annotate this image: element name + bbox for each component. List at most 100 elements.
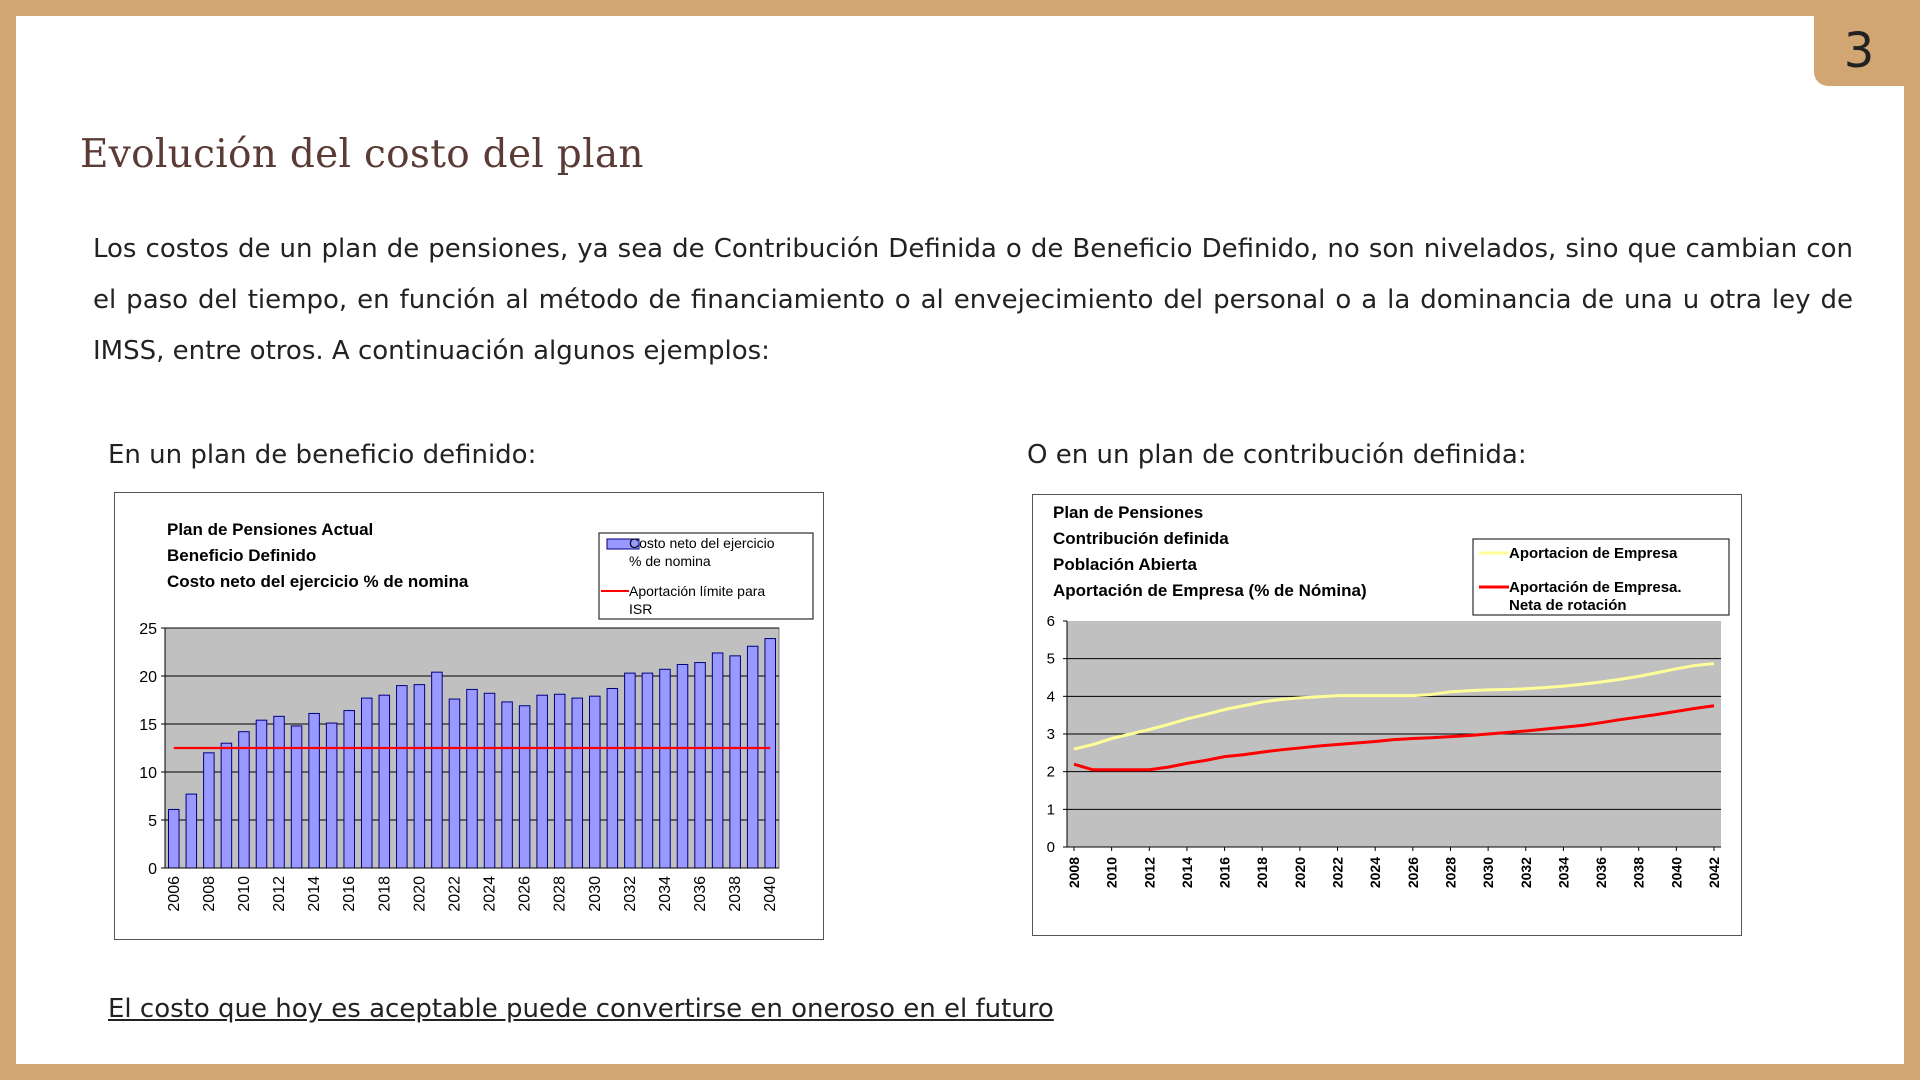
x-tick-label: 2014	[1179, 857, 1195, 888]
x-tick-label: 2022	[1330, 857, 1346, 888]
x-tick-label: 2012	[271, 876, 288, 912]
y-tick-label: 4	[1047, 688, 1055, 705]
defined-contribution-chart: Plan de Pensiones Contribución definida Po…	[1032, 494, 1742, 936]
x-tick-label: 2024	[1367, 857, 1383, 888]
bar	[606, 687, 619, 869]
x-tick-label: 2030	[1480, 857, 1496, 888]
legend-label: ISR	[629, 601, 652, 617]
legend-label: Aportación límite para	[629, 583, 765, 599]
x-tick-label: 2032	[622, 876, 639, 912]
bar	[711, 652, 724, 869]
bar	[168, 808, 180, 869]
legend-label: Aportacion de Empresa	[1509, 545, 1678, 562]
x-tick-label: 2008	[1066, 857, 1082, 888]
bar	[308, 712, 320, 869]
y-tick-label: 6	[1047, 613, 1055, 630]
x-tick-label: 2026	[1405, 857, 1421, 888]
y-tick-label: 1	[1047, 801, 1055, 818]
company-contribution-line	[1073, 662, 1715, 751]
net-rotation-contribution-line	[1073, 704, 1715, 772]
bar	[571, 697, 584, 869]
bar	[378, 694, 391, 869]
legend-label: Aportación de Empresa.	[1509, 579, 1682, 596]
x-tick-label: 2016	[1217, 857, 1233, 888]
bar	[413, 684, 426, 869]
defined-benefit-chart-svg: Plan de Pensiones Actual Beneficio Defini…	[139, 520, 814, 912]
x-tick-label: 2028	[1442, 857, 1458, 888]
y-tick-label: 2	[1047, 764, 1055, 781]
legend-label: % de nomina	[629, 553, 711, 569]
bar	[729, 655, 741, 869]
legend-swatch-bars	[606, 538, 640, 550]
bar	[360, 697, 373, 869]
x-tick-label: 2006	[166, 876, 183, 912]
y-tick-label: 10	[139, 765, 157, 782]
bar	[641, 672, 654, 869]
x-tick-label: 2040	[762, 876, 779, 912]
y-tick-label: 25	[139, 621, 157, 638]
chart-title-line: Contribución definida	[1053, 529, 1229, 548]
page-number: 3	[1814, 16, 1904, 86]
chart-legend-box	[1472, 538, 1730, 616]
x-tick-label: 2012	[1141, 857, 1157, 888]
bar	[483, 692, 496, 869]
bar	[238, 731, 250, 869]
bar	[185, 793, 198, 869]
bar	[431, 671, 443, 869]
chart-title-line: Beneficio Definido	[167, 546, 316, 565]
chart-title-line: Población Abierta	[1053, 555, 1197, 574]
bar	[536, 694, 548, 869]
bar	[589, 695, 601, 869]
bar	[553, 693, 566, 869]
bar	[220, 742, 233, 869]
x-tick-label: 2022	[446, 876, 463, 912]
bar	[764, 638, 776, 869]
y-tick-label: 0	[148, 861, 157, 878]
intro-paragraph: Los costos de un plan de pensiones, ya s…	[93, 234, 1853, 366]
footer-link[interactable]: El costo que hoy es aceptable puede conv…	[108, 994, 1054, 1024]
bar	[448, 698, 461, 869]
x-tick-label: 2010	[1104, 857, 1120, 888]
x-tick-label: 2032	[1518, 857, 1534, 888]
bar	[343, 710, 355, 869]
bar	[518, 705, 531, 869]
x-tick-label: 2036	[692, 876, 709, 912]
x-tick-label: 2036	[1593, 857, 1609, 888]
x-tick-label: 2026	[517, 876, 534, 912]
y-tick-label: 3	[1047, 726, 1055, 743]
bar	[396, 685, 408, 869]
bar	[273, 715, 285, 869]
left-chart-caption: En un plan de beneficio definido:	[108, 440, 537, 470]
x-tick-label: 2014	[306, 876, 323, 912]
chart-title-line: Plan de Pensiones	[1053, 503, 1203, 522]
x-tick-label: 2040	[1668, 857, 1684, 888]
bar	[501, 701, 513, 869]
x-tick-label: 2018	[376, 876, 393, 912]
legend-label: Neta de rotación	[1509, 597, 1627, 614]
x-tick-label: 2016	[341, 876, 358, 912]
x-tick-label: 2034	[657, 876, 674, 912]
chart-title-line: Costo neto del ejercicio % de nomina	[167, 572, 469, 591]
x-tick-label: 2042	[1706, 857, 1722, 888]
defined-benefit-chart: Plan de Pensiones Actual Beneficio Defini…	[114, 492, 824, 940]
page-title: Evolución del costo del plan	[80, 132, 644, 177]
y-tick-label: 15	[139, 717, 157, 734]
y-tick-label: 0	[1047, 839, 1055, 856]
bar	[659, 668, 671, 869]
x-tick-label: 2008	[201, 876, 218, 912]
chart-title-line: Aportación de Empresa (% de Nómina)	[1053, 581, 1367, 600]
x-tick-label: 2018	[1254, 857, 1270, 888]
x-tick-label: 2024	[482, 876, 499, 912]
legend-label: Costo neto del ejercicio	[629, 535, 775, 551]
x-tick-label: 2030	[587, 876, 604, 912]
x-tick-label: 2010	[236, 876, 253, 912]
bar	[203, 752, 215, 869]
x-tick-label: 2028	[552, 876, 569, 912]
defined-contribution-chart-svg: Plan de Pensiones Contribución definida Po…	[1047, 503, 1730, 888]
x-tick-label: 2020	[411, 876, 428, 912]
right-chart-caption: O en un plan de contribución definida:	[1027, 440, 1527, 470]
bar	[746, 645, 759, 869]
bar	[255, 719, 268, 869]
bar	[325, 722, 338, 869]
bar	[676, 663, 689, 869]
